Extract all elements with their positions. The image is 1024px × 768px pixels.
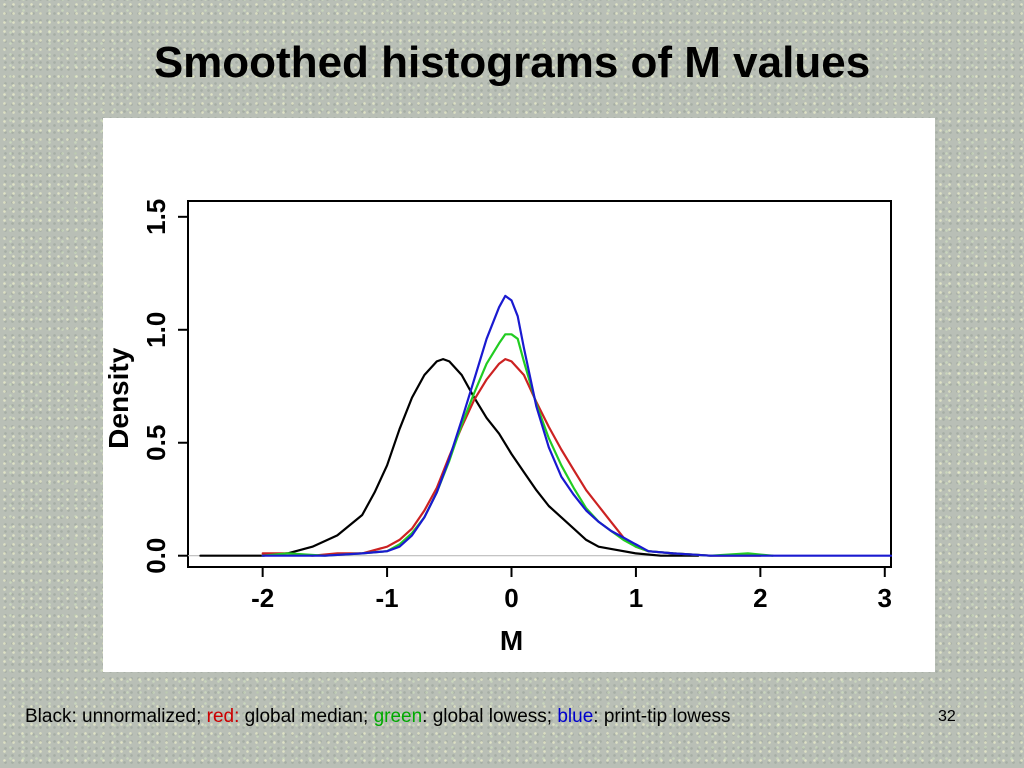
y-tick-label: 0.0 [141,538,171,574]
series-line-print-tip-lowess [261,294,893,557]
slide-number: 32 [938,708,956,725]
density-chart: -2 -1 0 1 2 3 0.0 0.5 1.0 1.5 M Density [103,199,893,656]
plot-panel: -2 -1 0 1 2 3 0.0 0.5 1.0 1.5 M Density [103,118,935,672]
x-tick-label: 3 [878,583,892,613]
series-line-unnormalized [199,358,700,557]
y-tick-label: 1.0 [141,312,171,348]
x-axis-label: M [500,625,523,656]
caption-green-text: : global lowess; [422,706,558,727]
x-tick-label: 0 [504,583,518,613]
caption-blue-text: : print-tip lowess [593,706,731,727]
plot-frame [187,200,892,568]
series-line-global-median [261,358,762,557]
y-axis-label: Density [103,347,134,449]
caption-green-word: green [373,706,423,727]
x-tick-label: -1 [376,583,399,613]
series-line-global-lowess [261,333,774,557]
x-tick-label: 1 [629,583,643,613]
legend-caption: Black: unnormalized; red: global median;… [25,706,1015,728]
caption-black-text: Black: unnormalized; [25,706,207,727]
caption-red-text: global median; [239,706,374,727]
slide-title: Smoothed histograms of M values [153,38,871,87]
caption-red-word: red: [206,706,240,727]
x-tick-label: 2 [753,583,767,613]
y-tick-label: 1.5 [141,199,171,235]
caption-blue-word: blue [557,706,594,727]
x-tick-label: -2 [251,583,274,613]
y-tick-label: 0.5 [141,425,171,461]
